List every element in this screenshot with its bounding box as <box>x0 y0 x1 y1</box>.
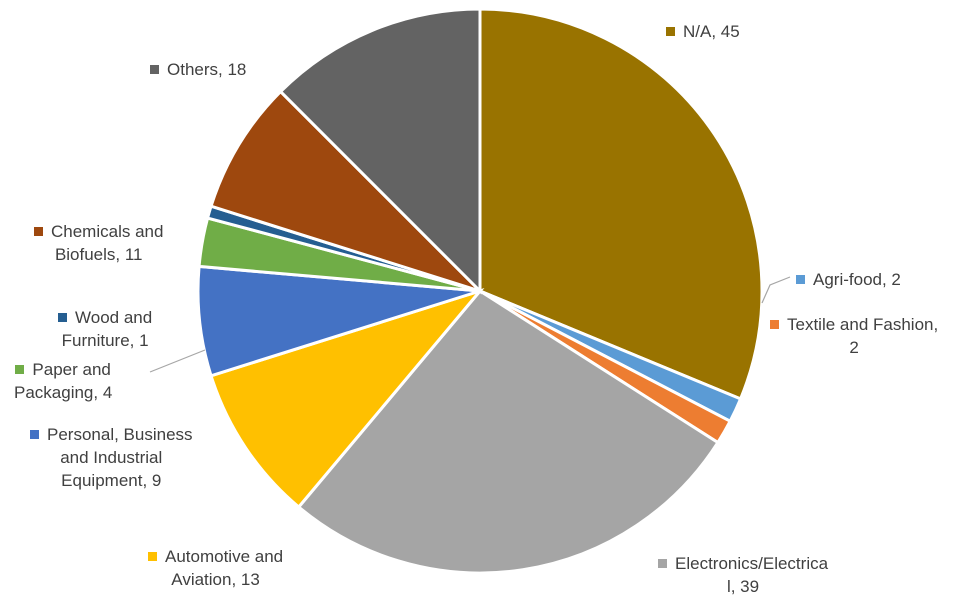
data-label-text: Chemicals and <box>51 222 164 241</box>
leader-line-agri-food <box>761 276 791 304</box>
data-label-textile-fashion: Textile and Fashion, 2 <box>770 313 938 359</box>
data-label-line: Wood and <box>58 306 152 329</box>
data-label-text: Electronics/Electrica <box>675 554 829 573</box>
data-label-electronics-electrical: Electronics/Electrica l, 39 <box>658 552 828 598</box>
data-label-line: l, 39 <box>658 575 828 598</box>
data-label-text: 2 <box>849 338 859 357</box>
pie-slice-automotive-aviation <box>209 288 485 510</box>
data-label-text: Agri-food, 2 <box>813 270 901 289</box>
legend-marker-icon <box>796 275 805 284</box>
pie-slice-electronics-electrical <box>296 289 720 575</box>
data-label-personal-business-industrial-equipment: Personal, Business and Industrial Equipmen… <box>30 423 193 492</box>
data-label-line: Agri-food, 2 <box>796 268 901 291</box>
data-label-line: Paper and <box>14 358 112 381</box>
pie-slice-na <box>478 7 764 401</box>
data-label-agri-food: Agri-food, 2 <box>796 268 901 291</box>
data-label-line: Electronics/Electrica <box>658 552 828 575</box>
data-label-na: N/A, 45 <box>666 20 740 43</box>
data-label-text: Paper and <box>32 360 111 379</box>
data-label-line: N/A, 45 <box>666 20 740 43</box>
data-label-text: Others, 18 <box>167 60 247 79</box>
data-label-line: 2 <box>770 336 938 359</box>
data-label-text: N/A, 45 <box>683 22 740 41</box>
data-label-others: Others, 18 <box>150 58 246 81</box>
data-label-text: l, 39 <box>726 577 760 596</box>
legend-marker-icon <box>58 313 67 322</box>
data-label-text: and Industrial <box>60 448 163 467</box>
data-label-line: Biofuels, 11 <box>34 243 163 266</box>
legend-marker-icon <box>150 65 159 74</box>
data-label-text: Biofuels, 11 <box>54 245 143 264</box>
data-label-line: Others, 18 <box>150 58 246 81</box>
legend-marker-icon <box>666 27 675 36</box>
data-label-text: Equipment, 9 <box>61 471 162 490</box>
data-label-line: Aviation, 13 <box>148 568 283 591</box>
data-label-text: Automotive and <box>165 547 284 566</box>
data-label-wood-furniture: Wood and Furniture, 1 <box>58 306 152 352</box>
legend-marker-icon <box>148 552 157 561</box>
data-label-line: Furniture, 1 <box>58 329 152 352</box>
data-label-line: and Industrial <box>30 446 193 469</box>
legend-marker-icon <box>34 227 43 236</box>
data-label-text: Aviation, 13 <box>171 570 260 589</box>
data-label-line: Automotive and <box>148 545 283 568</box>
legend-marker-icon <box>15 365 25 374</box>
data-label-chemicals-biofuels: Chemicals and Biofuels, 11 <box>34 220 163 266</box>
leader-line-paper-packaging <box>149 349 206 373</box>
legend-marker-icon <box>658 559 667 568</box>
data-label-text: Furniture, 1 <box>61 331 149 350</box>
data-label-line: Textile and Fashion, <box>770 313 938 336</box>
legend-marker-icon <box>770 320 779 329</box>
data-label-line: Packaging, 4 <box>14 381 112 404</box>
data-label-automotive-aviation: Automotive and Aviation, 13 <box>148 545 283 591</box>
data-label-text: Packaging, 4 <box>14 383 113 402</box>
data-label-paper-packaging: Paper and Packaging, 4 <box>14 358 112 404</box>
data-label-line: Equipment, 9 <box>30 469 193 492</box>
data-label-text: Wood and <box>75 308 153 327</box>
data-label-line: Chemicals and <box>34 220 163 243</box>
data-label-text: Textile and Fashion, <box>787 315 939 334</box>
pie-slice-chemicals-biofuels <box>209 89 482 293</box>
pie-slice-others <box>278 7 482 295</box>
data-label-text: Personal, Business <box>47 425 193 444</box>
data-label-line: Personal, Business <box>30 423 193 446</box>
legend-marker-icon <box>30 430 39 439</box>
